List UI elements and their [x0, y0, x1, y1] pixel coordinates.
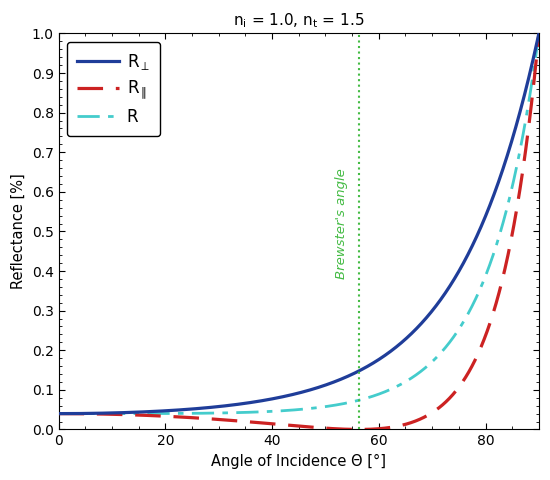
Legend: R$_\perp$, R$_\parallel$, R: R$_\perp$, R$_\parallel$, R — [67, 42, 160, 136]
R$_\parallel$ — [536, 31, 542, 37]
R$_\parallel$ — [450, 391, 457, 396]
R — [450, 334, 456, 340]
R$_\parallel$ — [356, 427, 362, 432]
R — [142, 411, 149, 417]
R$_\perp$ — [450, 277, 456, 283]
R$_\perp$ — [414, 325, 420, 331]
R$_\parallel$ — [55, 411, 62, 417]
Line: R$_\parallel$: R$_\parallel$ — [58, 34, 539, 430]
R$_\perp$ — [343, 374, 350, 380]
R$_\perp$ — [142, 409, 149, 415]
R$_\parallel$ — [368, 426, 375, 432]
R — [343, 400, 350, 406]
R — [414, 372, 420, 377]
Text: Brewster's angle: Brewster's angle — [336, 168, 348, 279]
R$_\parallel$ — [142, 412, 149, 418]
R$_\perp$ — [55, 411, 62, 417]
R — [55, 411, 62, 417]
R$_\parallel$ — [414, 418, 420, 423]
X-axis label: Angle of Incidence Θ [°]: Angle of Incidence Θ [°] — [211, 454, 386, 469]
R$_\perp$ — [536, 31, 542, 36]
Title: n$_\mathregular{i}$ = 1.0, n$_\mathregular{t}$ = 1.5: n$_\mathregular{i}$ = 1.0, n$_\mathregul… — [233, 11, 365, 30]
Line: R: R — [58, 34, 539, 414]
R$_\perp$ — [367, 361, 374, 367]
R$_\perp$ — [239, 401, 245, 407]
R — [367, 394, 374, 400]
Line: R$_\perp$: R$_\perp$ — [58, 34, 539, 414]
R$_\parallel$ — [343, 426, 350, 432]
R — [536, 31, 542, 37]
R — [239, 409, 245, 415]
Y-axis label: Reflectance [%]: Reflectance [%] — [11, 174, 26, 289]
R$_\parallel$ — [239, 419, 245, 424]
